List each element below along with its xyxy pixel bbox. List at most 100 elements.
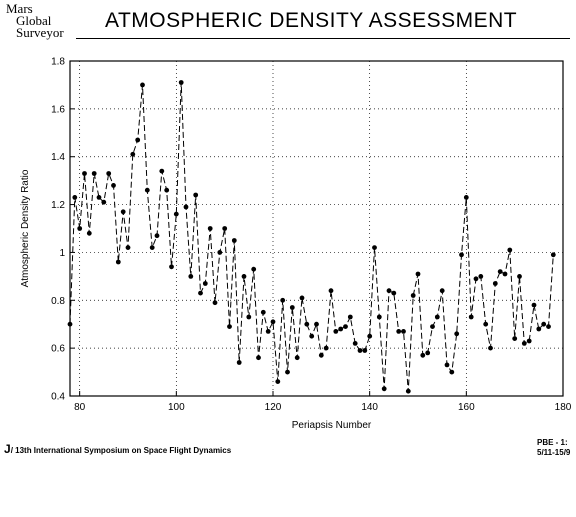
data-point — [381, 386, 387, 392]
data-point — [473, 276, 479, 282]
data-point — [299, 295, 305, 301]
data-point — [256, 355, 261, 361]
data-point — [82, 171, 87, 176]
data-point — [343, 324, 348, 329]
data-point — [120, 209, 126, 215]
data-point — [502, 271, 508, 277]
data-point — [405, 388, 411, 394]
data-point — [72, 195, 78, 200]
data-point — [444, 362, 450, 368]
data-point — [468, 314, 474, 320]
x-axis-label: Periapsis Number — [292, 420, 372, 431]
data-point — [401, 329, 406, 334]
tick-labels: 0.4 0.6 0.8 1 1.2 1.4 1.6 1.8 80 100 120 140 160 180 — [51, 57, 572, 414]
data-point — [96, 195, 102, 200]
data-point — [410, 293, 416, 298]
data-point — [362, 348, 368, 353]
y-tick-label: 1.8 — [51, 57, 65, 68]
data-point — [149, 245, 155, 251]
footer-mark: J — [4, 442, 11, 456]
data-point — [314, 321, 319, 327]
data-point — [517, 274, 522, 279]
data-point — [333, 329, 339, 334]
data-point — [546, 324, 551, 329]
data-point — [352, 341, 358, 346]
mgs-logo: Mars Global Surveyor — [6, 1, 64, 39]
data-point — [77, 226, 83, 231]
data-point — [265, 329, 271, 334]
data-point — [420, 352, 426, 358]
y-axis-label: Atmospheric Density Ratio — [20, 169, 31, 287]
data-point — [497, 269, 503, 274]
plot-frame — [69, 60, 564, 397]
data-point — [173, 211, 179, 217]
data-point — [323, 345, 329, 351]
data-point — [251, 266, 257, 272]
data-point — [91, 171, 97, 176]
data-point — [154, 233, 160, 239]
data-point — [454, 331, 460, 337]
x-tick-label: 80 — [74, 402, 86, 413]
logo-line-mars: Mars — [6, 1, 33, 16]
data-point — [521, 341, 527, 346]
data-point — [101, 199, 107, 205]
data-point — [183, 204, 189, 210]
data-point — [434, 314, 440, 320]
data-point — [512, 336, 518, 341]
x-tick-label: 100 — [168, 402, 185, 413]
data-point — [169, 264, 174, 270]
data-point — [396, 329, 402, 334]
data-point — [140, 82, 145, 88]
axis-ticks — [70, 60, 564, 397]
chart-title: ATMOSPHERIC DENSITY ASSESSMENT — [105, 9, 518, 32]
data-point — [488, 345, 493, 351]
data-point — [164, 187, 170, 193]
data-point — [526, 338, 532, 344]
title-underline — [76, 38, 570, 39]
data-point — [459, 252, 464, 258]
data-point — [294, 355, 300, 361]
data-point — [531, 302, 537, 308]
footer-conference-text: / 13th International Symposium on Space … — [10, 446, 232, 455]
data-point — [507, 247, 513, 253]
data-point — [236, 360, 242, 365]
data-point — [541, 321, 547, 327]
data-point — [280, 297, 286, 303]
data-point — [275, 379, 281, 384]
y-tick-label: 1 — [59, 248, 65, 259]
data-point — [483, 321, 489, 327]
data-point — [188, 274, 194, 279]
data-point — [144, 187, 150, 193]
footer-conference: J/ 13th International Symposium on Space… — [4, 442, 231, 456]
y-tick-label: 1.2 — [51, 200, 65, 211]
data-point — [270, 319, 276, 325]
data-point — [285, 369, 290, 375]
data-point — [386, 288, 392, 294]
y-tick-label: 0.8 — [51, 296, 65, 307]
data-point — [478, 274, 484, 279]
data-point — [309, 333, 315, 339]
data-point — [115, 259, 121, 265]
data-point — [328, 288, 334, 294]
data-point — [338, 326, 344, 332]
data-point — [439, 288, 445, 294]
data-point — [67, 321, 73, 327]
data-point — [212, 300, 218, 306]
data-point — [207, 226, 213, 231]
data-point — [318, 352, 324, 358]
data-point — [425, 350, 431, 356]
x-tick-label: 140 — [361, 402, 378, 413]
data-point — [222, 226, 228, 231]
y-tick-label: 0.4 — [51, 392, 65, 403]
footer-id-line2: 5/11-15/9 — [537, 448, 571, 457]
data-point — [231, 238, 237, 243]
data-point — [536, 326, 542, 332]
data-point — [463, 195, 469, 200]
data-points — [67, 80, 556, 394]
x-tick-label: 120 — [265, 402, 282, 413]
data-point — [202, 281, 208, 286]
data-point — [193, 192, 199, 198]
data-point — [449, 369, 455, 375]
y-tick-label: 1.4 — [51, 152, 65, 163]
